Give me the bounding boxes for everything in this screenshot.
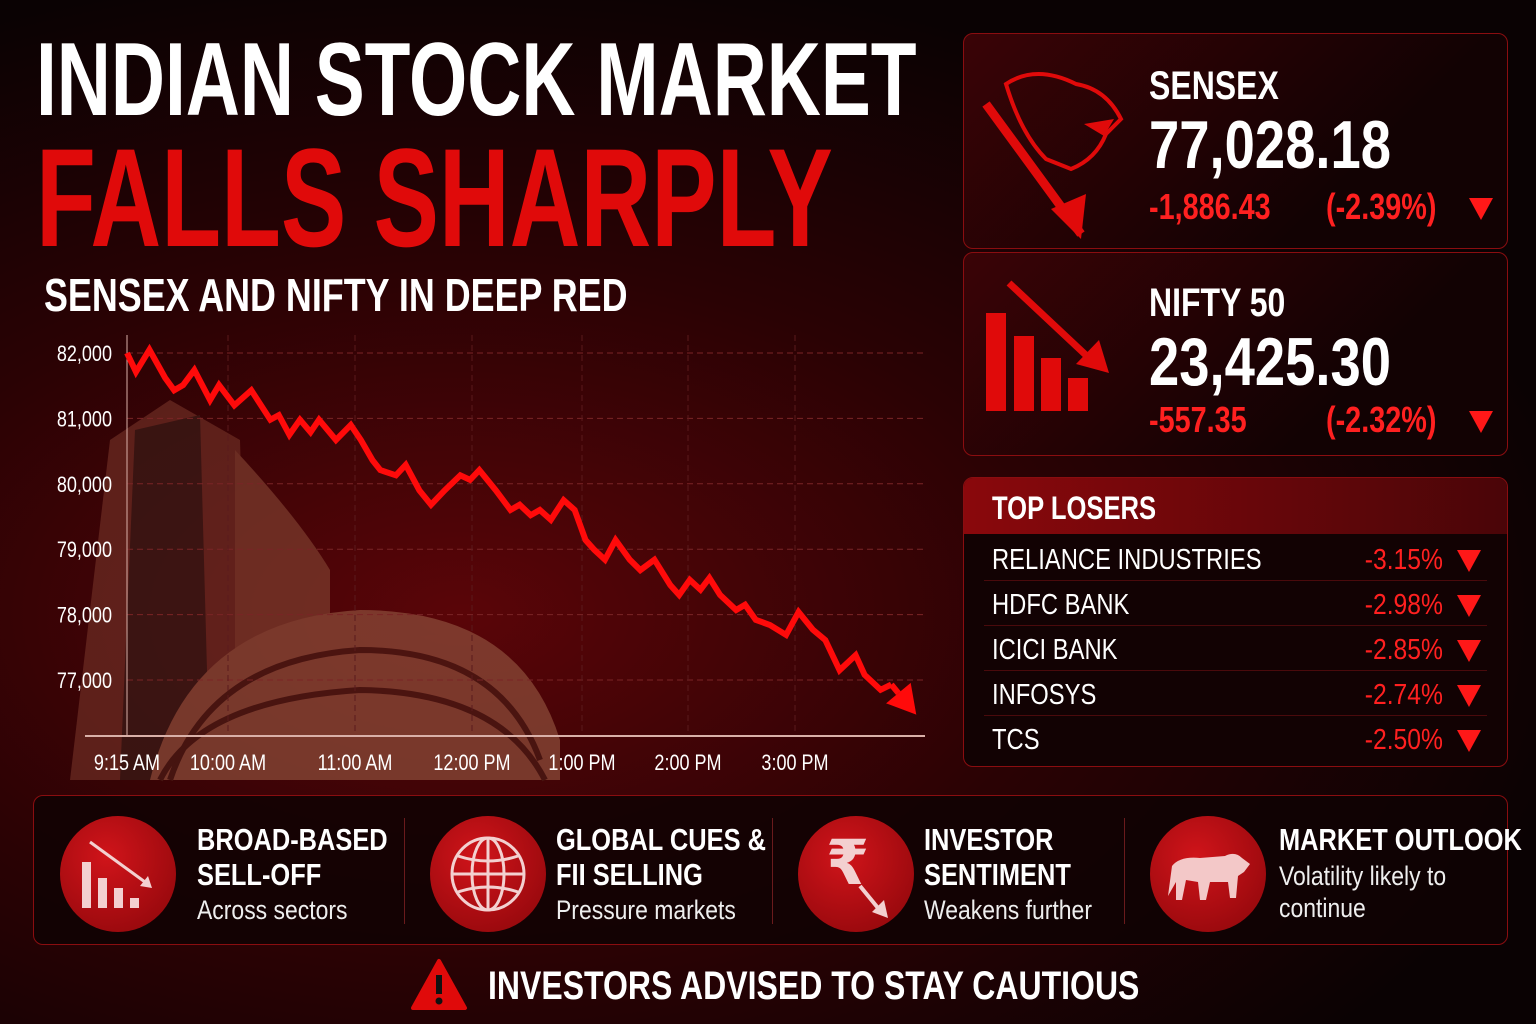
divider [404,818,405,924]
x-tick-label: 2:00 PM [654,751,721,775]
headline-line1: INDIAN STOCK MARKET [36,22,917,138]
top-losers-header: TOP LOSERS [964,478,1507,534]
down-arrow-head [886,682,917,715]
top-losers-title: TOP LOSERS [992,490,1157,526]
bear-head-icon [982,72,1124,239]
stock-change: -2.74% [1364,679,1443,711]
stock-change: -2.85% [1364,634,1443,666]
sensex-change-pct: (-2.39%) [1326,186,1437,227]
loser-row: RELIANCE INDUSTRIES -3.15% [984,536,1487,581]
warning-icon [411,959,467,1010]
feature-title: MARKET OUTLOOK [1279,822,1522,857]
feature-subtitle: Weakens further [924,895,1092,925]
nifty-value: 23,425.30 [1149,324,1392,400]
feature-subtitle: Pressure markets [556,895,736,925]
y-tick-label: 81,000 [57,408,112,432]
feature-subtitle: Across sectors [197,895,348,925]
top-losers-panel: TOP LOSERS RELIANCE INDUSTRIES -3.15% HDF… [963,477,1508,767]
feature-title: BROAD-BASED SELL-OFF [197,822,388,892]
nifty-change: -557.35 [1149,399,1247,440]
x-tick-label: 9:15 AM [94,751,160,775]
stock-name: HDFC BANK [992,589,1130,621]
down-triangle-icon [1457,640,1481,662]
divider [772,818,773,924]
rupee-down-icon: ₹ [798,816,914,932]
y-tick-label: 77,000 [57,669,112,693]
stock-name: RELIANCE INDUSTRIES [992,544,1262,576]
y-tick-label: 82,000 [57,342,112,366]
globe-icon [430,816,546,932]
down-triangle-icon [1457,730,1481,752]
down-triangle-icon [1457,550,1481,572]
loser-row: TCS -2.50% [984,716,1487,761]
stock-change: -2.98% [1364,589,1443,621]
x-tick-label: 12:00 PM [433,751,510,775]
x-tick-label: 3:00 PM [761,751,828,775]
x-tick-label: 10:00 AM [190,751,266,775]
nifty-change-pct: (-2.32%) [1326,399,1437,440]
bear-icon [1150,816,1266,932]
sensex-label: SENSEX [1149,64,1279,108]
falling-bars-icon [60,816,176,932]
headline-line2: FALLS SHARPLY [36,119,833,276]
sensex-line [124,343,893,694]
factors-panel: BROAD-BASED SELL-OFF Across sectors GLOBA… [33,795,1522,945]
down-triangle-icon [1469,411,1493,433]
x-tick-label: 11:00 AM [318,751,393,775]
feature-title: INVESTOR SENTIMENT [924,822,1071,892]
building-illustration [70,400,560,782]
down-triangle-icon [1469,198,1493,220]
y-tick-label: 78,000 [57,604,112,628]
stock-name: TCS [992,724,1040,756]
x-tick-label: 1:00 PM [548,751,615,775]
stock-name: ICICI BANK [992,634,1118,666]
sensex-panel: SENSEX 77,028.18 -1,886.43 (-2.39%) [963,33,1508,249]
divider [1124,818,1125,924]
loser-row: ICICI BANK -2.85% [984,626,1487,671]
loser-row: HDFC BANK -2.98% [984,581,1487,626]
sensex-change: -1,886.43 [1149,186,1271,227]
stock-change: -2.50% [1364,724,1443,756]
nifty-panel: NIFTY 50 23,425.30 -557.35 (-2.32%) [963,252,1508,456]
warning-text: INVESTORS ADVISED TO STAY CAUTIOUS [488,964,1140,1008]
subtitle: SENSEX AND NIFTY IN DEEP RED [44,269,628,321]
y-tick-label: 80,000 [57,473,112,497]
down-triangle-icon [1457,685,1481,707]
sensex-value: 77,028.18 [1149,107,1392,183]
falling-bars-icon [986,280,1109,411]
loser-row: INFOSYS -2.74% [984,671,1487,716]
line-segment [888,682,901,696]
nifty-label: NIFTY 50 [1149,281,1286,325]
stock-name: INFOSYS [992,679,1097,711]
y-tick-label: 79,000 [57,539,112,563]
feature-subtitle: Volatility likely to continue [1279,861,1447,923]
sensex-intraday-chart: 82,000 81,000 80,000 79,000 78,000 77,000 9:1… [57,335,925,782]
feature-title: GLOBAL CUES & FII SELLING [556,822,766,892]
down-triangle-icon [1457,595,1481,617]
stock-change: -3.15% [1364,544,1443,576]
